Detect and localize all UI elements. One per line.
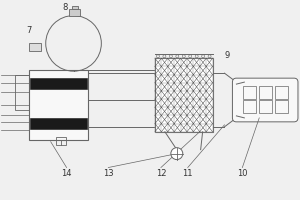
- FancyBboxPatch shape: [232, 78, 298, 122]
- Bar: [275, 100, 288, 113]
- Bar: [259, 100, 272, 113]
- Bar: [155, 58, 213, 132]
- Text: 7: 7: [26, 26, 32, 35]
- Bar: [69, 9, 80, 16]
- Text: 11: 11: [182, 169, 193, 178]
- Bar: [259, 86, 272, 99]
- Bar: [29, 43, 41, 51]
- Bar: [56, 137, 66, 145]
- Text: 8: 8: [62, 3, 67, 12]
- Bar: [15, 75, 29, 110]
- Bar: [71, 6, 77, 9]
- Text: 9: 9: [225, 51, 230, 60]
- Text: 12: 12: [156, 169, 166, 178]
- Bar: [275, 86, 288, 99]
- Bar: [29, 70, 88, 140]
- Text: 14: 14: [61, 169, 72, 178]
- Bar: [30, 78, 87, 89]
- Text: 13: 13: [103, 169, 114, 178]
- Bar: [243, 86, 256, 99]
- Text: 10: 10: [237, 169, 247, 178]
- Circle shape: [171, 148, 183, 160]
- Bar: [243, 100, 256, 113]
- Bar: [30, 118, 87, 129]
